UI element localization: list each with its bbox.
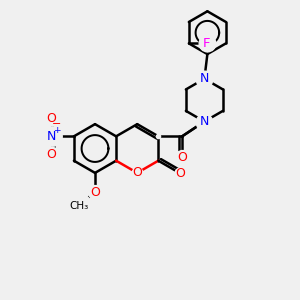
Text: F: F [203, 37, 210, 50]
Text: +: + [53, 127, 61, 136]
Text: CH₃: CH₃ [69, 201, 88, 211]
Text: O: O [132, 167, 142, 179]
Text: N: N [200, 115, 209, 128]
Text: O: O [47, 148, 57, 161]
Text: O: O [175, 167, 185, 180]
Text: O: O [47, 112, 57, 125]
Text: N: N [200, 72, 209, 85]
Text: O: O [90, 186, 100, 199]
Text: −: − [52, 119, 62, 129]
Text: N: N [47, 130, 56, 143]
Text: O: O [177, 151, 187, 164]
